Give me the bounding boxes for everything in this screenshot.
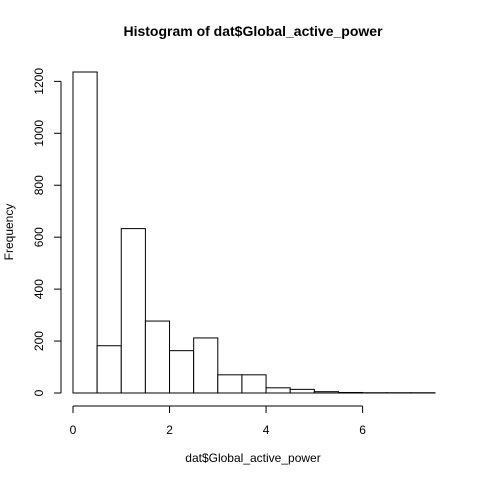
y-tick-label: 1000	[32, 120, 46, 147]
x-axis-label: dat$Global_active_power	[185, 451, 320, 465]
histogram-bar	[169, 350, 195, 394]
y-axis-label: Frequency	[2, 204, 16, 261]
y-tick-label: 800	[32, 175, 46, 195]
histogram-bar	[289, 388, 315, 394]
histogram-bar	[120, 228, 146, 394]
histogram-bar	[96, 345, 122, 394]
histogram-bar	[217, 374, 243, 394]
x-tick-label: 2	[166, 423, 173, 437]
x-tick-label: 6	[359, 423, 366, 437]
histogram-bar	[72, 71, 98, 394]
histogram-bar	[144, 320, 171, 394]
histogram-bar	[241, 374, 267, 394]
y-axis: 0 200 400 600 800 1000 1200	[32, 68, 62, 396]
x-tick-label: 0	[70, 423, 77, 437]
histogram-bars	[72, 71, 436, 394]
y-tick-label: 400	[32, 279, 46, 299]
histogram-bar	[193, 337, 219, 394]
histogram-bar	[265, 387, 291, 394]
y-tick-label: 1200	[32, 68, 46, 95]
x-tick-label: 4	[263, 423, 270, 437]
y-tick-label: 0	[32, 389, 46, 396]
x-axis: 0 2 4 6	[70, 405, 366, 437]
y-tick-label: 600	[32, 227, 46, 247]
histogram-bar	[337, 391, 364, 394]
histogram-bar	[313, 391, 339, 394]
chart-title: Histogram of dat$Global_active_power	[123, 23, 383, 39]
y-tick-label: 200	[32, 331, 46, 351]
